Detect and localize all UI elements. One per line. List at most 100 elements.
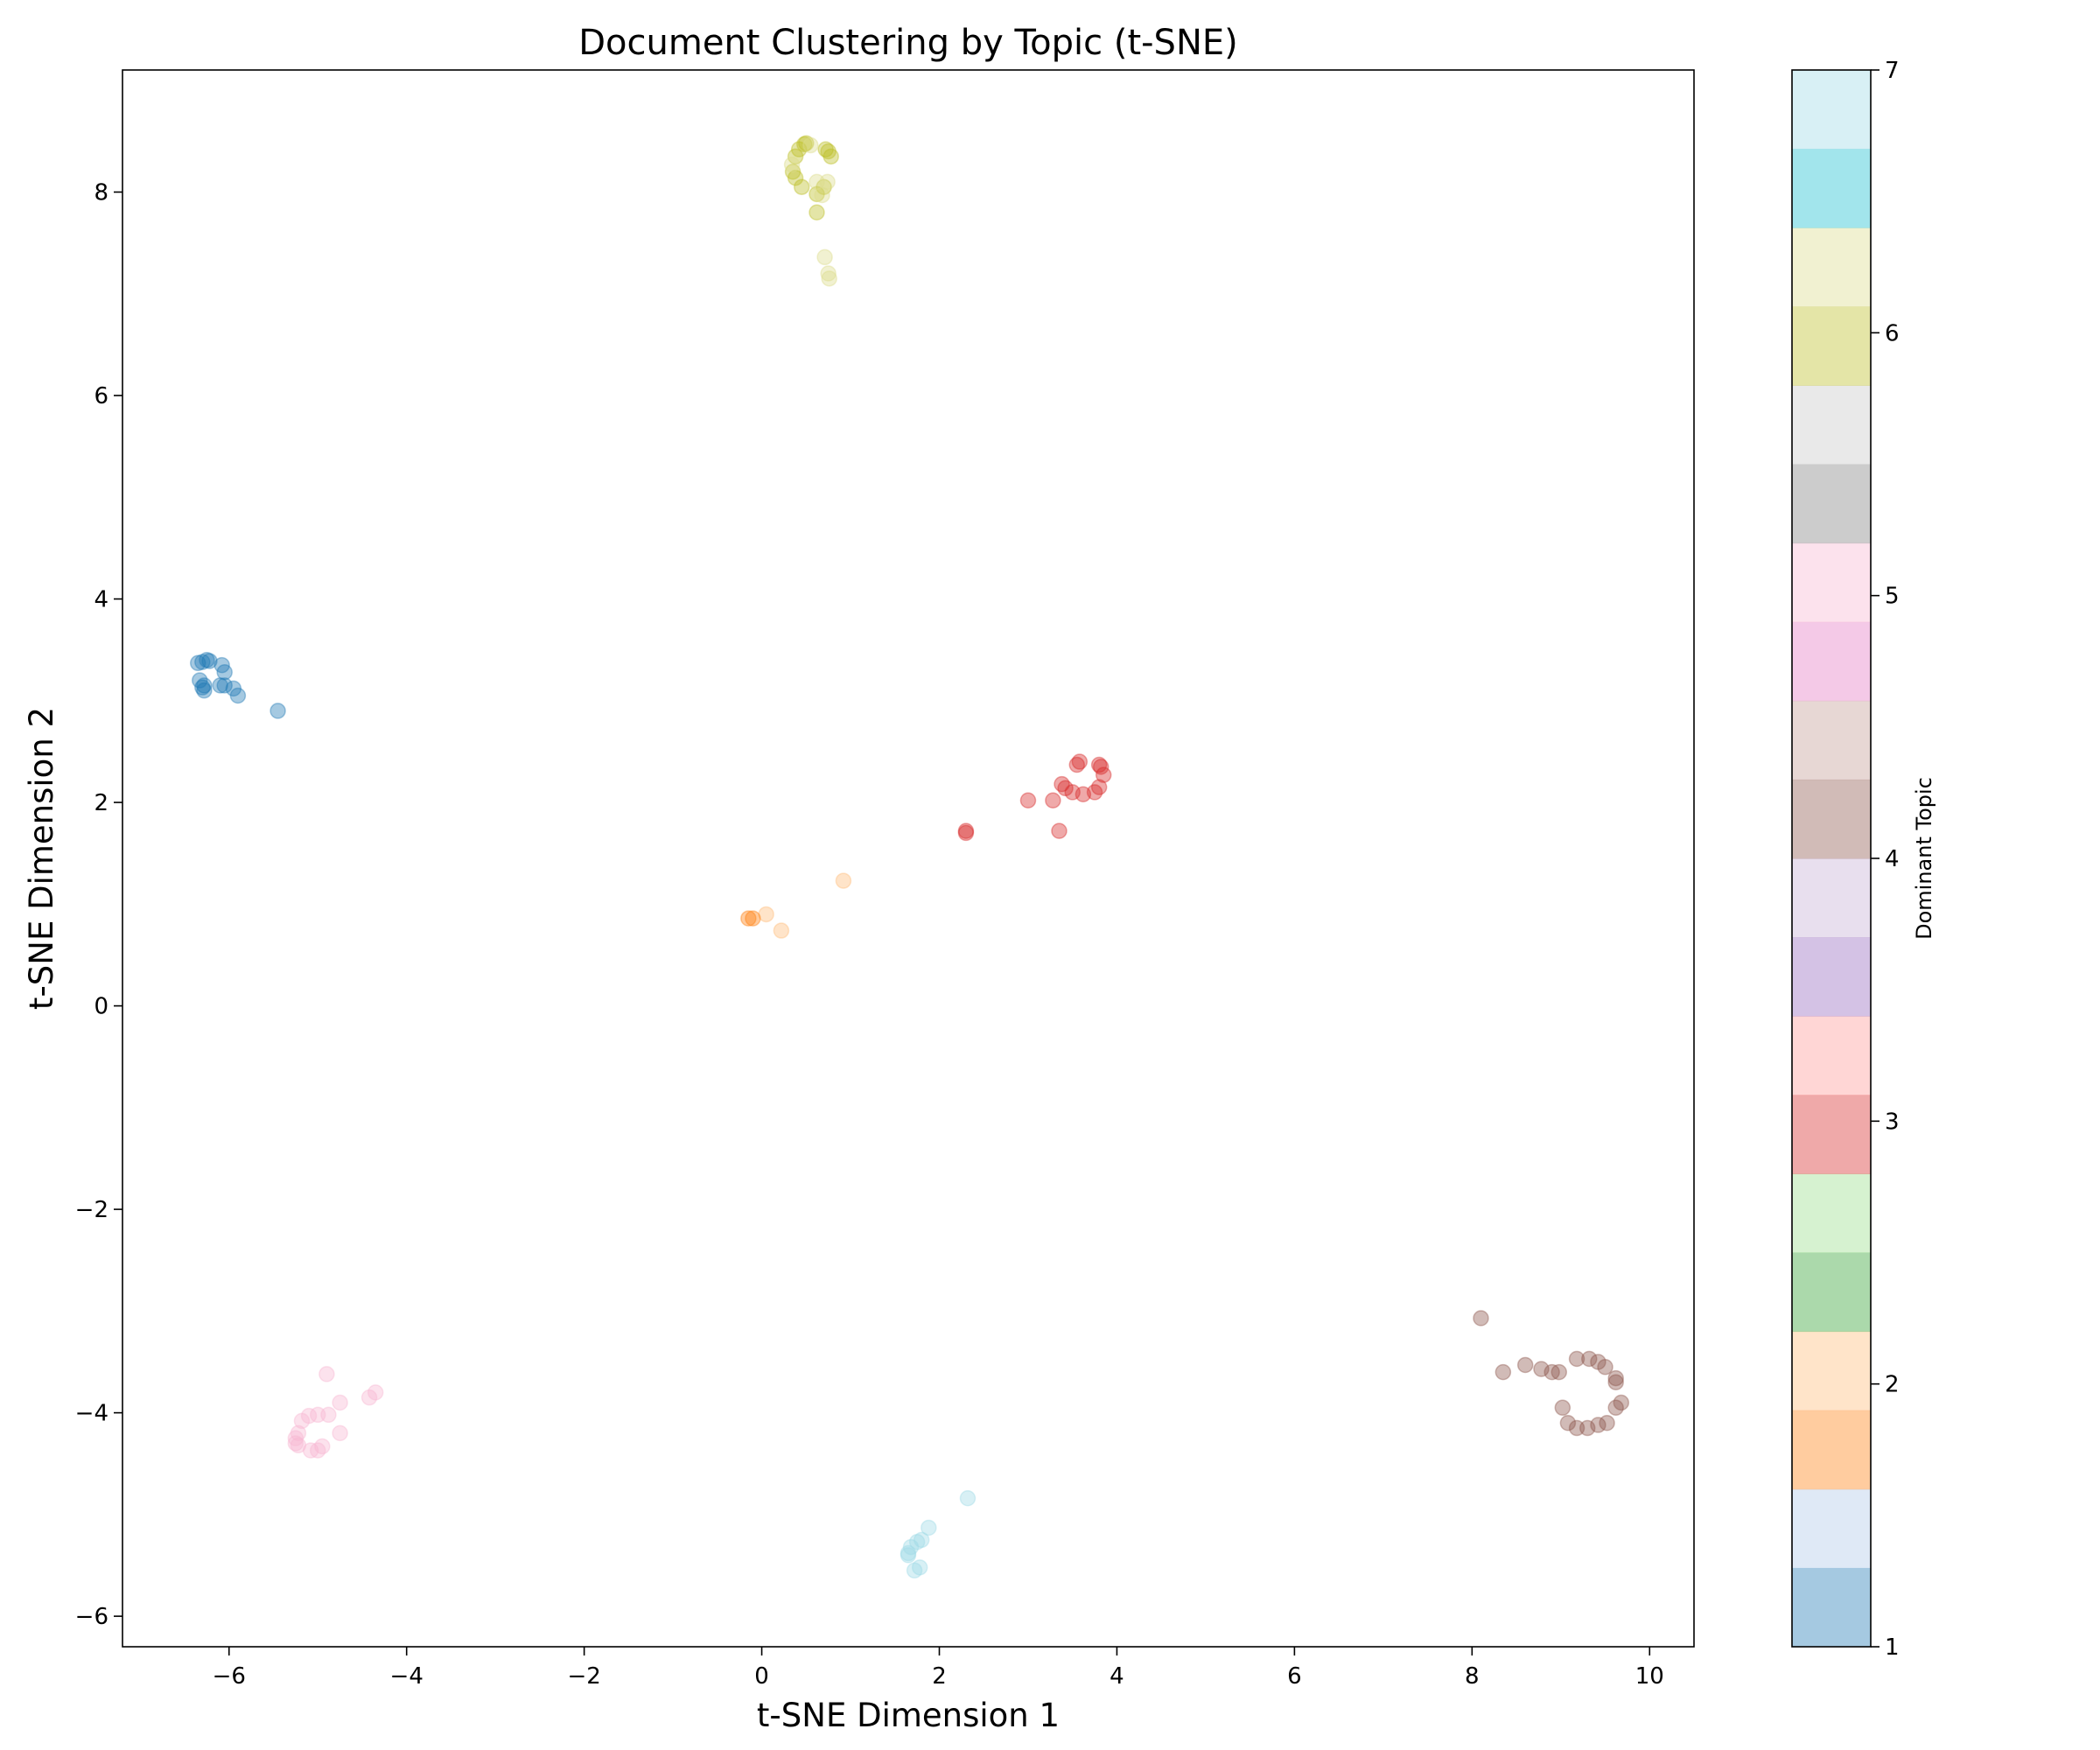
colorbar-ticks: 1 2 3 4 5 6 7 (1871, 58, 1900, 1661)
y-axis-ticks: −6 −4 −2 0 2 4 6 8 (75, 180, 122, 1630)
scatter-point-8-4 (820, 265, 836, 282)
colorbar-band-12 (1792, 621, 1871, 702)
scatter-point-4-12 (1613, 1394, 1630, 1411)
scatter-point-6-5 (900, 1544, 917, 1562)
scatter-point-2-1 (745, 910, 761, 927)
y-tick-label: −4 (75, 1401, 108, 1427)
scatter-point-5-15 (332, 1424, 348, 1442)
colorbar-tick-label: 6 (1885, 320, 1900, 346)
y-tick-label: 4 (94, 587, 108, 613)
scatter-point-5-10 (287, 1435, 304, 1452)
y-tick-label: −2 (75, 1197, 108, 1223)
scatter-point-3-14 (957, 822, 975, 839)
scatter-point-4-16 (1578, 1419, 1596, 1437)
scatter-point-0-8 (212, 677, 228, 694)
colorbar-band-15 (1792, 385, 1871, 465)
scatter-point-3-10 (1054, 775, 1070, 793)
scatter-point-4-0 (1473, 1310, 1489, 1326)
scatter-point-0-4 (192, 672, 208, 689)
y-axis-label: t-SNE Dimension 2 (23, 707, 60, 1010)
scatter-point-6-1 (920, 1519, 937, 1536)
scatter-point-8-5 (821, 270, 837, 287)
scatter-point-7-7 (808, 186, 825, 203)
scatter-point-8-7 (783, 156, 801, 173)
scatter-point-7-8 (816, 178, 832, 195)
scatter-point-3-11 (1051, 822, 1068, 839)
scatter-point-5-13 (309, 1442, 326, 1459)
scatter-point-7-1 (798, 135, 815, 151)
scatter-point-6-6 (900, 1547, 917, 1564)
scatter-point-5-7 (293, 1412, 311, 1430)
scatter-point-3-13 (1019, 792, 1037, 808)
scatter-point-5-4 (320, 1406, 337, 1424)
scatter-point-4-5 (1550, 1363, 1568, 1381)
x-tick-label: 4 (1110, 1663, 1124, 1690)
scatter-point-4-9 (1597, 1359, 1614, 1376)
scatter-point-5-8 (290, 1424, 307, 1442)
y-tick-label: 6 (94, 383, 108, 410)
x-tick-label: 0 (754, 1663, 769, 1690)
colorbar-band-10 (1792, 779, 1871, 859)
scatter-point-5-12 (302, 1442, 319, 1459)
colorbar-band-3 (1792, 1331, 1871, 1411)
scatter-point-3-15 (957, 824, 975, 842)
x-tick-label: 6 (1287, 1663, 1302, 1690)
scatter-point-8-3 (819, 173, 836, 191)
scatter-point-8-2 (814, 186, 830, 204)
scatter-point-5-9 (287, 1430, 304, 1446)
colorbar-band-2 (1792, 1410, 1871, 1490)
colorbar-band-9 (1792, 858, 1871, 938)
scatter-point-8-0 (802, 136, 819, 154)
colorbar-tick-label: 1 (1885, 1634, 1900, 1661)
scatter-point-7-12 (808, 204, 825, 221)
scatter-point-5-2 (360, 1389, 378, 1406)
scatter-point-4-13 (1607, 1399, 1624, 1417)
plot-frame (122, 69, 1695, 1648)
scatter-point-3-12 (1045, 792, 1061, 808)
scatter-point-1-2 (773, 922, 790, 939)
x-tick-label: 2 (932, 1663, 947, 1690)
colorbar-band-4 (1792, 1252, 1871, 1333)
scatter-point-0-11 (229, 687, 247, 704)
colorbar-band-8 (1792, 937, 1871, 1017)
scatter-point-5-3 (332, 1394, 348, 1411)
scatter-point-0-2 (199, 652, 215, 668)
colorbar-tick-label: 4 (1885, 846, 1900, 872)
scatter-point-4-15 (1590, 1417, 1606, 1433)
scatter-point-0-6 (214, 656, 230, 674)
colorbar-band-0 (1792, 1567, 1871, 1648)
scatter-point-0-7 (216, 663, 233, 681)
scatter-point-6-8 (906, 1562, 923, 1579)
y-tick-label: 8 (94, 180, 108, 206)
scatter-points (189, 135, 1630, 1579)
scatter-point-2-0 (740, 910, 757, 927)
colorbar-band-6 (1792, 1095, 1871, 1174)
scatter-point-4-14 (1599, 1414, 1615, 1432)
y-tick-label: 2 (94, 790, 108, 816)
colorbar-band-14 (1792, 464, 1871, 544)
scatter-point-7-11 (822, 148, 839, 165)
scatter-point-1-0 (835, 872, 852, 889)
scatter-point-1-1 (758, 906, 774, 923)
chart-title: Document Clustering by Topic (t-SNE) (578, 23, 1238, 63)
colorbar-tick-label: 3 (1885, 1109, 1900, 1135)
scatter-point-0-12 (194, 679, 211, 696)
scatter-point-6-2 (913, 1531, 930, 1549)
colorbar-band-18 (1792, 149, 1871, 228)
colorbar-tick-label: 5 (1885, 584, 1900, 610)
colorbar-band-17 (1792, 228, 1871, 307)
scatter-point-0-14 (270, 703, 286, 719)
x-tick-label: −4 (390, 1663, 424, 1690)
y-tick-label: −6 (75, 1604, 108, 1630)
colorbar-band-7 (1792, 1016, 1871, 1096)
scatter-point-4-2 (1516, 1356, 1534, 1374)
scatter-point-3-1 (1068, 756, 1086, 774)
scatter-point-3-2 (1090, 756, 1108, 774)
x-axis-label: t-SNE Dimension 1 (757, 1697, 1060, 1734)
scatter-point-4-18 (1559, 1414, 1577, 1432)
scatter-point-4-1 (1494, 1363, 1512, 1381)
scatter-point-4-19 (1554, 1399, 1572, 1417)
scatter-point-7-2 (790, 141, 808, 158)
scatter-point-3-6 (1086, 784, 1103, 801)
scatter-point-5-5 (309, 1406, 326, 1424)
